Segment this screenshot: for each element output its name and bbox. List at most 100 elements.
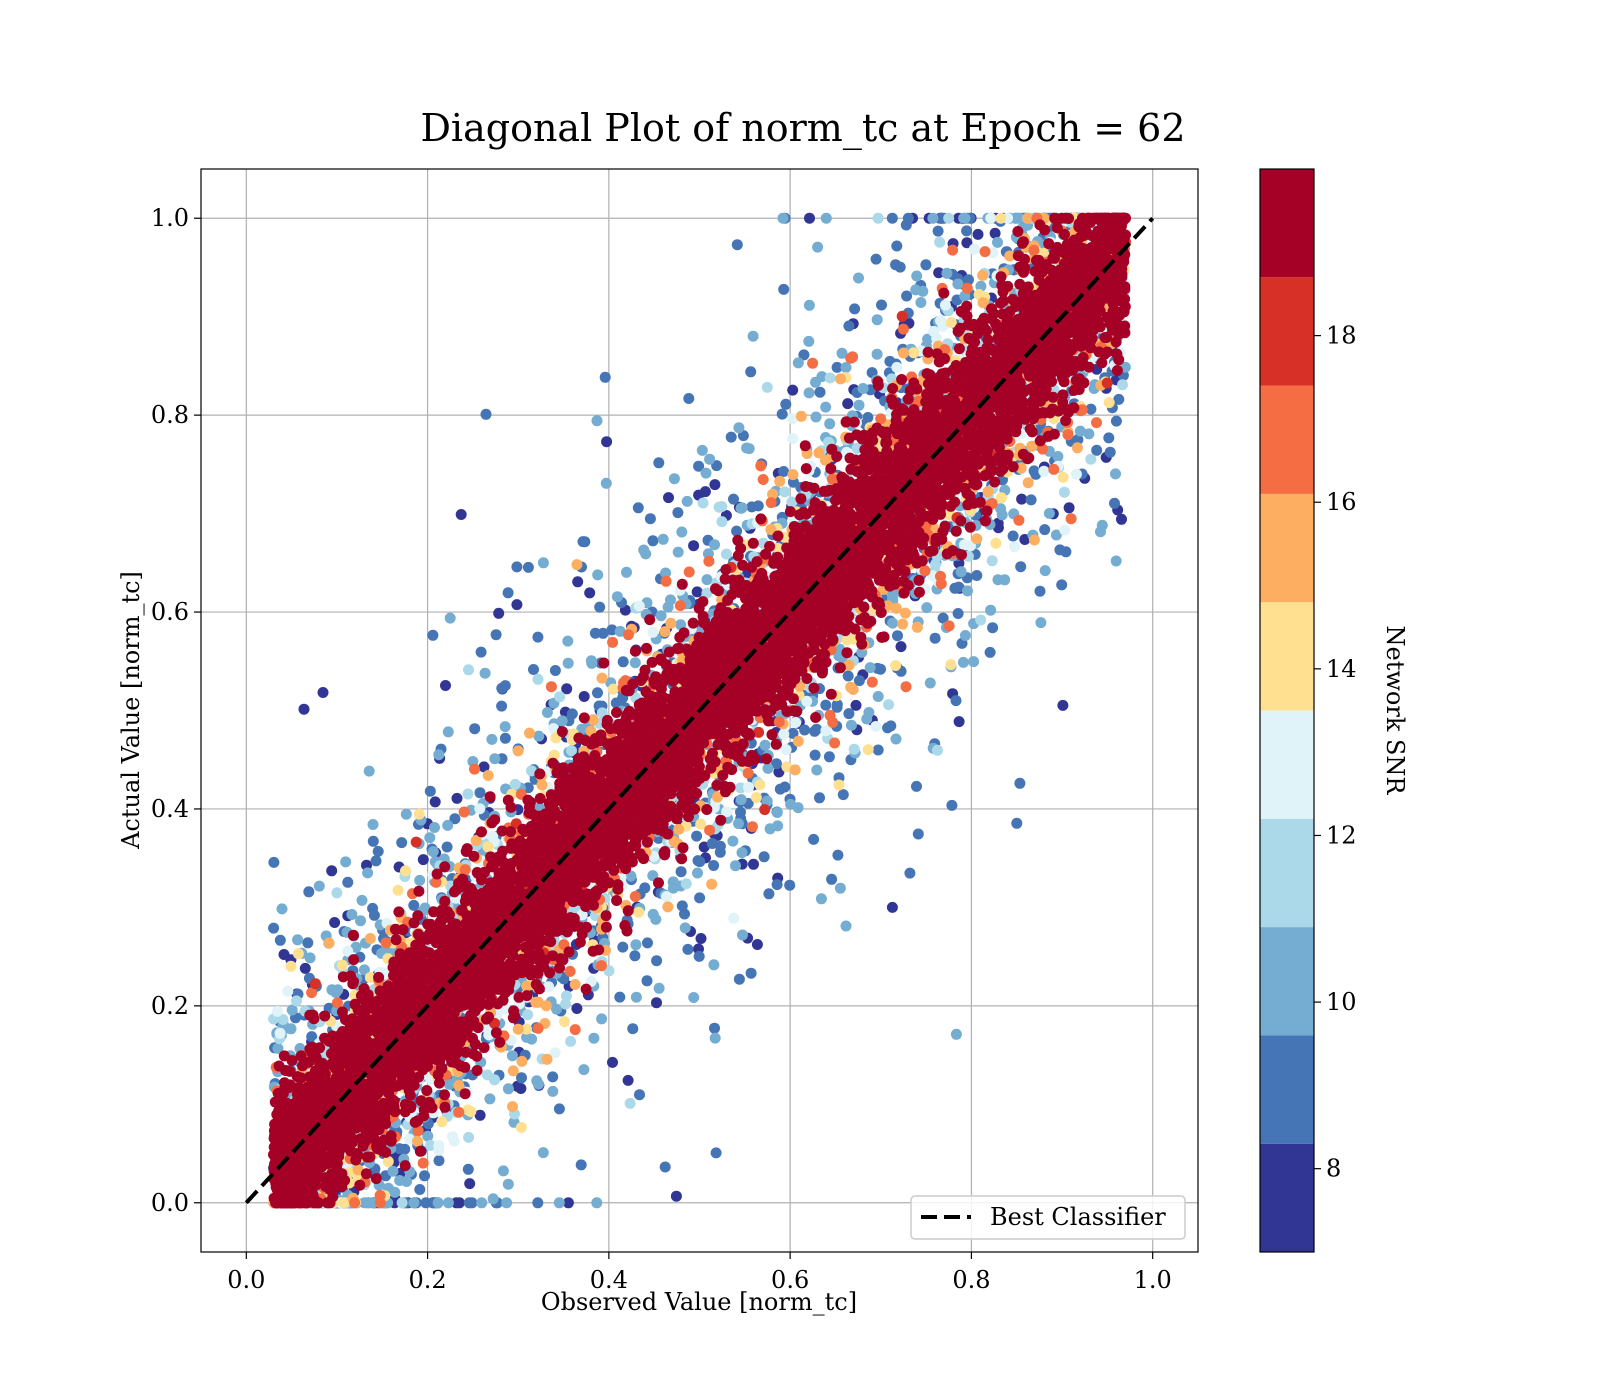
scatter-point	[711, 460, 723, 472]
scatter-point	[886, 212, 898, 224]
scatter-point	[433, 1144, 445, 1156]
scatter-point	[627, 1023, 639, 1035]
scatter-point	[594, 601, 606, 613]
scatter-point	[496, 700, 508, 712]
scatter-point	[972, 228, 984, 240]
scatter-point	[697, 497, 709, 509]
scatter-point	[891, 361, 903, 373]
scatter-point	[833, 779, 845, 791]
scatter-point	[835, 373, 846, 385]
scatter-point	[565, 1035, 577, 1047]
scatter-point	[735, 794, 747, 806]
scatter-point	[989, 227, 1001, 239]
scatter-point	[1103, 397, 1115, 409]
scatter-point	[779, 486, 791, 498]
scatter-point	[622, 1074, 634, 1086]
scatter-point	[392, 884, 404, 896]
scatter-point	[1058, 486, 1070, 498]
scatter-point	[506, 1050, 518, 1062]
scatter-point	[670, 1190, 682, 1202]
scatter-point	[683, 393, 695, 404]
chart-title: Diagonal Plot of norm_tc at Epoch = 62	[420, 106, 1185, 151]
scatter-point	[920, 259, 932, 271]
scatter-point	[895, 641, 907, 653]
scatter-point	[440, 680, 451, 691]
scatter-point	[1028, 244, 1040, 256]
scatter-point	[489, 1074, 500, 1086]
scatter-point	[691, 586, 703, 598]
scatter-point	[490, 629, 502, 641]
scatter-point	[622, 629, 634, 641]
scatter-point	[1109, 497, 1120, 509]
scatter-point	[968, 656, 980, 668]
scatter-point	[915, 297, 927, 308]
scatter-point	[607, 683, 619, 695]
scatter-point	[778, 283, 790, 295]
scatter-point	[647, 626, 659, 638]
scatter-point	[746, 501, 758, 513]
scatter-point	[367, 819, 379, 830]
scatter-point	[596, 1013, 608, 1025]
scatter-point	[706, 878, 718, 890]
scatter-point	[890, 733, 902, 745]
scatter-point	[853, 272, 864, 284]
scatter-point	[355, 915, 366, 927]
scatter-point	[985, 212, 997, 224]
scatter-point	[952, 278, 964, 290]
scatter-point	[632, 502, 644, 514]
scatter-point	[787, 384, 799, 396]
scatter-point	[424, 832, 436, 844]
scatter-point	[947, 244, 959, 256]
scatter-point	[755, 460, 767, 472]
scatter-point	[748, 858, 759, 870]
scatter-point	[709, 1032, 721, 1044]
scatter-point	[935, 578, 947, 590]
scatter-point	[709, 1022, 720, 1034]
scatter-point	[432, 1197, 444, 1209]
scatter-point	[694, 856, 706, 868]
scatter-point	[826, 873, 838, 885]
scatter-point	[633, 600, 645, 612]
scatter-point	[836, 347, 848, 359]
scatter-point	[883, 699, 895, 711]
scatter-point	[932, 744, 943, 756]
scatter-point	[285, 1023, 297, 1035]
scatter-point	[422, 1130, 434, 1142]
scatter-point	[831, 361, 843, 373]
scatter-point	[834, 882, 846, 894]
scatter-point	[840, 920, 852, 932]
scatter-point	[507, 1065, 519, 1077]
scatter-point	[630, 939, 642, 951]
scatter-point	[679, 922, 691, 934]
scatter-point	[992, 574, 1004, 586]
scatter-point	[1113, 393, 1125, 405]
scatter-point	[872, 691, 884, 702]
scatter-point	[589, 627, 601, 639]
scatter-point	[784, 879, 796, 891]
scatter-point	[512, 1080, 523, 1092]
scatter-point	[870, 253, 882, 265]
scatter-point	[963, 274, 974, 286]
scatter-point	[413, 808, 425, 820]
scatter-point	[987, 622, 999, 634]
scatter-point	[959, 630, 971, 641]
scatter-point	[419, 1170, 430, 1182]
scatter-point	[663, 492, 674, 504]
scatter-point	[524, 727, 535, 739]
scatter-point	[709, 539, 720, 551]
scatter-point	[621, 566, 632, 578]
scatter-point	[815, 893, 827, 905]
scatter-point	[655, 610, 667, 622]
scatter-point	[747, 330, 759, 342]
scatter-point	[939, 299, 951, 311]
scatter-point	[708, 959, 720, 971]
scatter-point	[808, 833, 820, 845]
scatter-point	[696, 444, 708, 456]
scatter-point	[433, 1155, 445, 1167]
scatter-point	[331, 887, 343, 899]
scatter-point	[1054, 544, 1066, 556]
scatter-point	[482, 841, 494, 853]
scatter-point	[676, 900, 688, 912]
scatter-point	[578, 691, 590, 702]
